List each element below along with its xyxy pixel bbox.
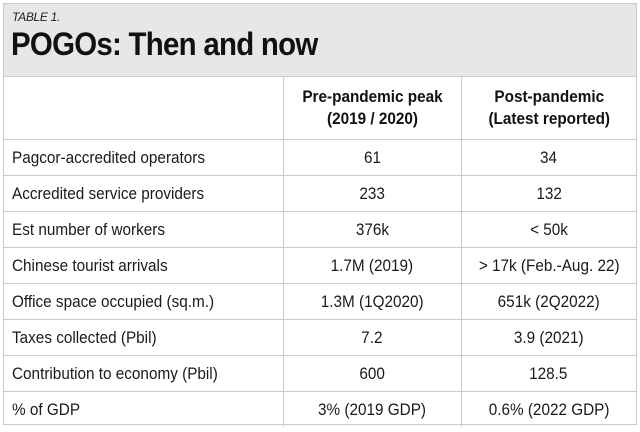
pre-value: 1.3M (1Q2020) xyxy=(283,283,462,320)
pre-value: 61 xyxy=(283,139,462,176)
post-value: 3.9 (2021) xyxy=(461,319,636,356)
title-area: TABLE 1. POGOs: Then and now xyxy=(4,4,636,77)
row-label-text: Accredited service providers xyxy=(12,183,205,203)
data-table: Pre-pandemic peak (2019 / 2020) Post-pan… xyxy=(4,76,636,427)
pre-value-text: 1.7M (2019) xyxy=(330,255,414,275)
pre-value: 600 xyxy=(283,355,462,392)
table-row: Chinese tourist arrivals 1.7M (2019) > 1… xyxy=(4,247,636,284)
post-value: 651k (2Q2022) xyxy=(461,283,636,320)
row-label: Pagcor-accredited operators xyxy=(4,139,284,176)
pre-value-text: 3% (2019 GDP) xyxy=(318,399,426,419)
post-value-text: 0.6% (2022 GDP) xyxy=(488,399,610,419)
post-value-text: > 17k (Feb.-Aug. 22) xyxy=(478,255,620,275)
pre-value: 7.2 xyxy=(283,319,462,356)
pre-value-text: 61 xyxy=(363,147,381,167)
row-label: % of GDP xyxy=(4,391,284,427)
post-value: 34 xyxy=(461,139,636,176)
post-value-text: 651k (2Q2022) xyxy=(497,291,600,311)
table-row: Taxes collected (Pbil) 7.2 3.9 (2021) xyxy=(4,319,636,356)
row-label: Taxes collected (Pbil) xyxy=(4,319,284,356)
table-frame: TABLE 1. POGOs: Then and now Pre-pandemi… xyxy=(3,3,637,427)
table-row: Accredited service providers 233 132 xyxy=(4,175,636,212)
header-row: Pre-pandemic peak (2019 / 2020) Post-pan… xyxy=(4,76,636,140)
pre-value-text: 233 xyxy=(359,183,385,203)
row-label: Est number of workers xyxy=(4,211,284,248)
header-post-line2: (Latest reported) xyxy=(487,108,610,128)
row-label: Contribution to economy (Pbil) xyxy=(4,355,284,392)
row-label-text: Pagcor-accredited operators xyxy=(12,147,206,167)
page-title: POGOs: Then and now xyxy=(11,26,318,62)
pre-value-text: 376k xyxy=(355,219,389,239)
post-value-text: 34 xyxy=(540,147,558,167)
post-value-text: 128.5 xyxy=(529,363,568,383)
pre-value: 1.7M (2019) xyxy=(283,247,462,284)
post-value-text: 132 xyxy=(535,183,562,203)
row-label: Office space occupied (sq.m.) xyxy=(4,283,284,320)
header-cell-metric xyxy=(4,76,284,140)
pre-value: 376k xyxy=(283,211,462,248)
header-pre-line2: (2019 / 2020) xyxy=(326,108,418,128)
post-value: 128.5 xyxy=(461,355,636,392)
row-label: Chinese tourist arrivals xyxy=(4,247,284,284)
header-cell-pre: Pre-pandemic peak (2019 / 2020) xyxy=(283,76,462,140)
post-value: < 50k xyxy=(461,211,636,248)
post-value-text: 3.9 (2021) xyxy=(513,327,584,347)
pre-value-text: 600 xyxy=(359,363,385,383)
header-pre-line1: Pre-pandemic peak xyxy=(301,86,443,106)
row-label-text: Contribution to economy (Pbil) xyxy=(12,363,218,383)
post-value-text: < 50k xyxy=(529,219,568,239)
header-cell-post: Post-pandemic (Latest reported) xyxy=(461,76,636,140)
pre-value: 3% (2019 GDP) xyxy=(283,391,462,427)
row-label: Accredited service providers xyxy=(4,175,284,212)
pre-value: 233 xyxy=(283,175,462,212)
row-label-text: % of GDP xyxy=(12,399,81,419)
table-row: % of GDP 3% (2019 GDP) 0.6% (2022 GDP) xyxy=(4,391,636,428)
post-value: 0.6% (2022 GDP) xyxy=(461,392,636,428)
post-value: > 17k (Feb.-Aug. 22) xyxy=(461,247,636,284)
table-row: Contribution to economy (Pbil) 600 128.5 xyxy=(4,355,636,392)
pre-value-text: 7.2 xyxy=(361,327,383,347)
pre-value-text: 1.3M (1Q2020) xyxy=(320,291,424,311)
table-label: TABLE 1. xyxy=(12,10,61,24)
table-row: Office space occupied (sq.m.) 1.3M (1Q20… xyxy=(4,283,636,320)
header-post-line1: Post-pandemic xyxy=(493,86,604,106)
post-value: 132 xyxy=(461,175,636,212)
table-row: Est number of workers 376k < 50k xyxy=(4,211,636,248)
row-label-text: Taxes collected (Pbil) xyxy=(12,327,157,347)
row-label-text: Est number of workers xyxy=(12,219,166,239)
table-row: Pagcor-accredited operators 61 34 xyxy=(4,139,636,176)
row-label-text: Chinese tourist arrivals xyxy=(12,255,168,275)
row-label-text: Office space occupied (sq.m.) xyxy=(12,291,215,311)
